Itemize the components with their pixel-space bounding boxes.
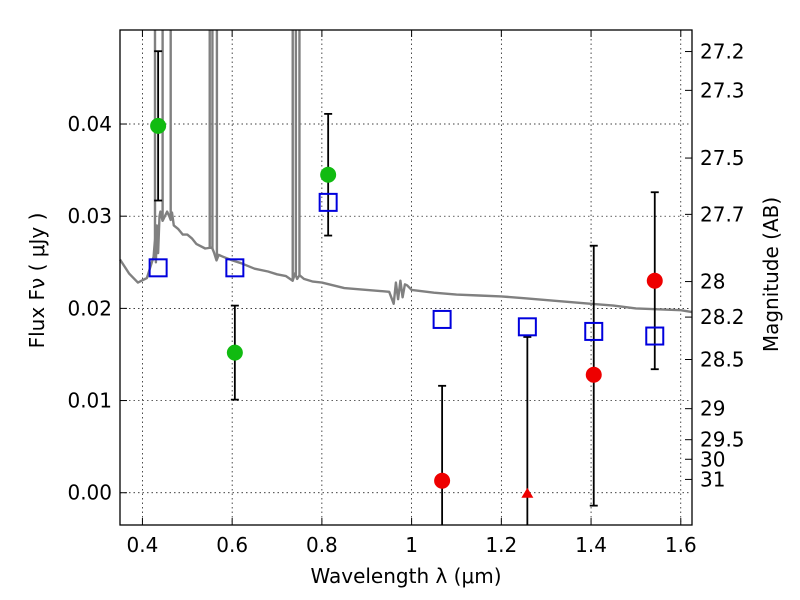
x-tick-label: 0.4 [127,533,159,557]
model-point [318,192,338,212]
y-tick-label: 0.04 [67,112,112,136]
data-point [434,472,451,489]
x-tick-label: 0.8 [306,533,338,557]
spectrum-line [118,210,693,314]
mag-tick-label: 29 [700,397,725,421]
mag-tick-label: 29.5 [700,428,745,452]
mag-tick-label: 28 [700,270,725,294]
right-axis-title: Magnitude (AB) [759,197,783,352]
model-point [225,258,245,278]
upper-limit-point [521,487,534,498]
data-markers [148,117,665,498]
model-point [645,326,665,346]
model-point [584,321,604,341]
mag-tick-label: 31 [700,467,725,491]
model-point [432,309,452,329]
x-tick-label: 0.6 [216,533,248,557]
error-bars [154,50,659,525]
model-point [148,258,168,278]
data-point [585,366,602,383]
x-tick-label: 1.2 [485,533,517,557]
y-tick-label: 0.00 [67,481,112,505]
x-axis-title: Wavelength λ (μm) [310,564,501,588]
x-tick-label: 1 [405,533,418,557]
y-tick-label: 0.01 [67,389,112,413]
x-tick-label: 1.4 [575,533,607,557]
data-point [150,117,167,134]
x-tick-label: 1.6 [665,533,697,557]
mag-tick-label: 30 [700,447,725,471]
mag-tick-label: 27.5 [700,146,745,170]
y-axis-title: Flux Fν ( μJy ) [25,213,49,349]
data-point [320,166,337,183]
plot-frame [119,29,693,526]
mag-tick-label: 28.5 [700,347,745,371]
mag-tick-label: 28.2 [700,305,745,329]
mag-tick-label: 27.2 [700,40,745,64]
y-tick-label: 0.03 [67,204,112,228]
grid-lines [120,30,692,525]
model-point [517,317,537,337]
mag-tick-label: 27.3 [700,78,745,102]
y-tick-label: 0.02 [67,296,112,320]
axis-ticks: 0.4 0.6 0.8 1 1.2 1.4 1.6 0.00 0.01 0.02 0.03 0.04 2… [67,30,745,557]
model-spectrum [118,30,693,314]
mag-tick-label: 27.7 [700,202,745,226]
data-point [226,344,243,361]
data-point [646,272,663,289]
